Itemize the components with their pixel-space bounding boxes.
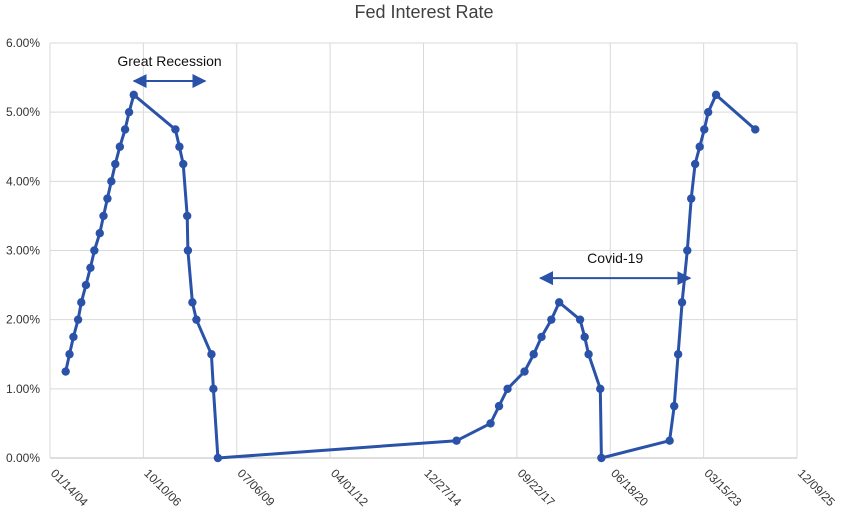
y-tick-label: 5.00% bbox=[6, 105, 40, 119]
data-point bbox=[597, 453, 606, 463]
data-point bbox=[69, 332, 78, 342]
data-point bbox=[670, 401, 679, 411]
data-point bbox=[554, 298, 564, 307]
data-point bbox=[486, 419, 495, 428]
data-point bbox=[704, 107, 713, 117]
annotation-label: Covid-19 bbox=[587, 250, 643, 266]
data-point bbox=[596, 384, 605, 394]
data-point bbox=[665, 436, 674, 445]
y-tick-label: 4.00% bbox=[6, 174, 40, 188]
x-tick-label: 09/22/17 bbox=[515, 466, 558, 509]
data-point bbox=[179, 159, 188, 169]
data-point bbox=[537, 332, 546, 342]
data-point bbox=[695, 142, 704, 151]
data-point bbox=[584, 350, 593, 359]
data-point bbox=[188, 298, 197, 307]
series-line bbox=[64, 93, 757, 460]
chart-title: Fed Interest Rate bbox=[354, 2, 493, 22]
data-point bbox=[120, 125, 130, 134]
y-tick-label: 6.00% bbox=[6, 36, 40, 50]
y-tick-label: 3.00% bbox=[6, 244, 40, 258]
x-tick-label: 12/09/25 bbox=[795, 466, 838, 509]
y-tick-label: 2.00% bbox=[6, 313, 40, 327]
data-point bbox=[111, 159, 120, 169]
data-point bbox=[683, 246, 692, 255]
data-point bbox=[494, 401, 504, 411]
data-point bbox=[452, 436, 461, 445]
data-point bbox=[547, 315, 556, 324]
data-point bbox=[503, 384, 512, 394]
data-point bbox=[580, 332, 589, 342]
data-point bbox=[81, 280, 91, 290]
data-point bbox=[182, 211, 192, 221]
data-point bbox=[751, 125, 760, 134]
data-point bbox=[171, 125, 180, 134]
data-point bbox=[77, 298, 86, 307]
annotation-layer: Great Recession Covid-19 bbox=[117, 53, 692, 286]
x-tick-label: 04/01/12 bbox=[328, 466, 371, 509]
data-point bbox=[183, 246, 193, 255]
x-tick-label: 01/14/04 bbox=[48, 466, 91, 509]
y-tick-label: 0.00% bbox=[6, 451, 40, 465]
data-point bbox=[90, 246, 99, 255]
data-point bbox=[673, 350, 683, 359]
data-point bbox=[73, 315, 83, 324]
data-point bbox=[690, 159, 700, 169]
data-point bbox=[124, 107, 134, 117]
data-point bbox=[677, 298, 687, 307]
x-tick-label: 03/15/23 bbox=[702, 466, 745, 509]
annotation-label: Great Recession bbox=[117, 53, 221, 69]
x-tick-label: 10/10/06 bbox=[141, 466, 184, 509]
x-tick-label: 12/27/14 bbox=[421, 466, 464, 509]
data-point bbox=[192, 315, 201, 324]
data-point bbox=[209, 384, 218, 394]
data-point bbox=[575, 315, 585, 324]
data-point bbox=[61, 367, 70, 376]
data-point bbox=[95, 229, 104, 238]
data-point bbox=[175, 142, 184, 151]
data-point bbox=[687, 194, 696, 203]
data-point bbox=[86, 263, 95, 272]
data-point bbox=[520, 367, 529, 376]
data-point bbox=[213, 453, 223, 463]
data-point bbox=[99, 211, 108, 221]
data-point bbox=[207, 350, 216, 359]
series-layer bbox=[61, 90, 760, 463]
x-tick-label: 07/06/09 bbox=[235, 466, 278, 509]
data-point bbox=[115, 142, 125, 151]
data-point bbox=[103, 194, 112, 203]
data-point bbox=[529, 350, 538, 359]
y-tick-label: 1.00% bbox=[6, 382, 40, 396]
data-point bbox=[107, 177, 116, 186]
data-point bbox=[129, 90, 138, 100]
data-point bbox=[700, 125, 709, 134]
grid-layer bbox=[49, 42, 798, 459]
x-tick-label: 06/18/20 bbox=[608, 466, 651, 509]
data-point bbox=[65, 350, 74, 359]
data-point bbox=[711, 90, 721, 100]
